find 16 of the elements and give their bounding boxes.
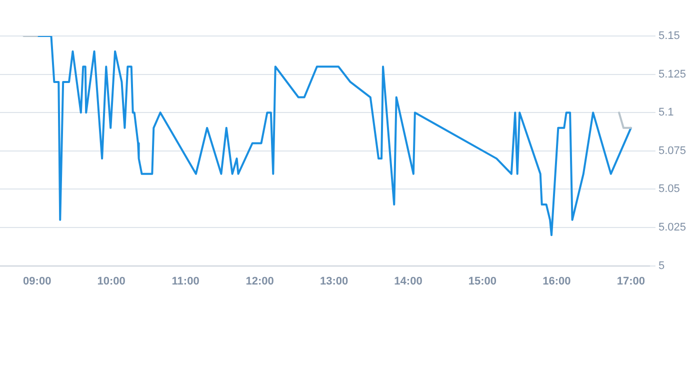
x-tick-label: 16:00 <box>542 275 571 288</box>
y-tick-label: 5.15 <box>658 30 680 42</box>
x-tick-label: 14:00 <box>394 275 422 288</box>
y-tick-label: 5 <box>658 260 665 272</box>
x-tick-label: 11:00 <box>172 275 200 288</box>
y-tick-label: 5.05 <box>658 183 680 196</box>
x-tick-label: 13:00 <box>320 275 348 288</box>
x-tick-label: 17:00 <box>616 275 645 288</box>
y-tick-label: 5.025 <box>658 222 686 234</box>
y-tick-label: 5.1 <box>658 106 674 119</box>
x-tick-label: 09:00 <box>23 275 52 288</box>
x-tick-label: 10:00 <box>97 275 126 288</box>
x-tick-label: 15:00 <box>468 275 497 288</box>
y-tick-label: 5.125 <box>658 68 686 80</box>
x-tick-label: 12:00 <box>246 275 274 288</box>
y-tick-label: 5.075 <box>658 144 686 157</box>
